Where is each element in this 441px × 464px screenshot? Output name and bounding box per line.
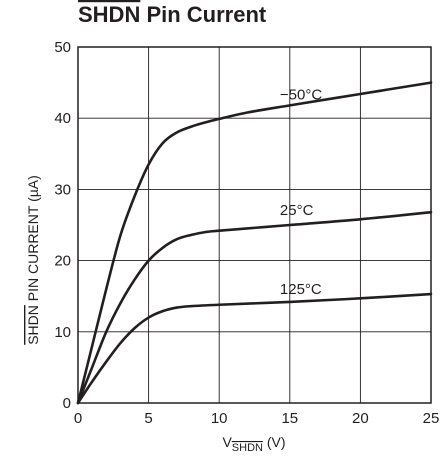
- x-axis-label: VSHDN (V): [222, 434, 285, 454]
- x-axis-label-subscript: SHDN: [232, 442, 263, 454]
- grid: [78, 47, 431, 403]
- y-tick-label: 40: [54, 110, 71, 127]
- curve-label: −50°C: [280, 87, 322, 104]
- y-tick-labels: 0 10 20 30 40 50: [54, 39, 71, 412]
- series-line-1: [76, 210, 433, 405]
- y-tick-label: 20: [54, 253, 71, 270]
- y-axis-label-rest: PIN CURRENT (µA): [25, 175, 41, 305]
- chart-title-rest: Pin Current: [140, 2, 267, 27]
- y-tick-label: 10: [54, 324, 71, 341]
- y-tick-label: 0: [63, 395, 71, 412]
- curve-labels: −50°C 25°C 125°C: [280, 87, 322, 298]
- series-line-2: [76, 292, 433, 405]
- x-tick-label: 25: [423, 410, 440, 427]
- y-tick-label: 30: [54, 181, 71, 198]
- x-tick-label: 15: [281, 410, 298, 427]
- curve-label: 25°C: [280, 202, 314, 219]
- x-tick-label: 0: [74, 410, 82, 427]
- plot-frame: [77, 46, 432, 404]
- x-tick-label: 20: [352, 410, 369, 427]
- x-tick-label: 5: [144, 410, 152, 427]
- x-tick-labels: 0 5 10 15 20 25: [74, 410, 440, 427]
- y-axis-label: SHDN PIN CURRENT (µA): [25, 175, 41, 345]
- curves: [76, 81, 433, 405]
- y-tick-label: 50: [54, 39, 71, 56]
- y-axis-label-overlined: SHDN: [25, 305, 41, 345]
- x-tick-label: 10: [211, 410, 228, 427]
- x-axis-label-suffix: (V): [263, 434, 286, 450]
- series-line-0: [76, 81, 433, 405]
- chart-title-overlined: SHDN: [78, 2, 140, 27]
- chart-title: SHDN Pin Current: [78, 2, 267, 27]
- curve-label: 125°C: [280, 281, 322, 298]
- x-axis-label-prefix: V: [222, 434, 232, 450]
